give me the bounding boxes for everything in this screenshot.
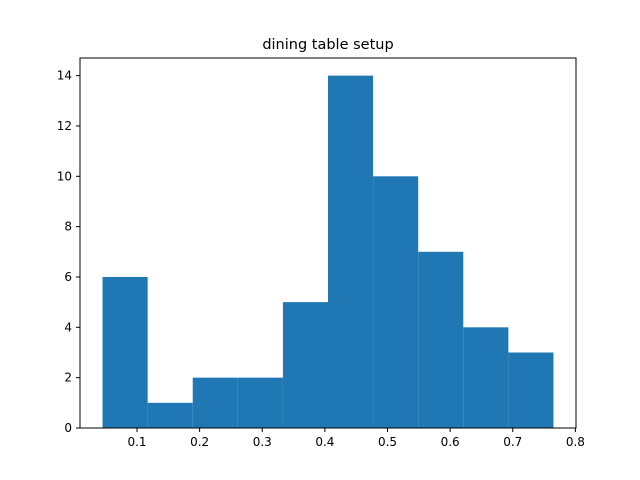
x-tick-label-7: 0.8: [566, 435, 585, 449]
y-tick-label-2: 4: [64, 320, 72, 334]
x-tick-label-1: 0.2: [190, 435, 209, 449]
y-tick-label-7: 14: [57, 69, 72, 83]
x-tick-label-6: 0.7: [503, 435, 522, 449]
x-tick-label-4: 0.5: [378, 435, 397, 449]
y-tick-label-5: 10: [57, 169, 72, 183]
x-tick-label-0: 0.1: [127, 435, 146, 449]
x-axis: 0.1 0.2 0.3 0.4 0.5 0.6 0.7 0.8: [127, 428, 585, 449]
histogram-bar-8: [463, 327, 509, 428]
y-axis: 0 2 4 6 8 10 12 14: [57, 69, 80, 435]
y-tick-label-4: 8: [64, 220, 72, 234]
y-tick-label-6: 12: [57, 119, 72, 133]
x-tick-label-3: 0.4: [315, 435, 334, 449]
y-tick-label-0: 0: [64, 421, 72, 435]
histogram-bar-7: [418, 251, 464, 428]
histogram-bar-9: [508, 352, 554, 428]
y-tick-label-1: 2: [64, 371, 72, 385]
x-tick-label-5: 0.6: [441, 435, 460, 449]
x-tick-label-2: 0.3: [253, 435, 272, 449]
histogram-bar-5: [328, 75, 374, 428]
plot-frame: [79, 57, 577, 429]
histogram-bar-1: [147, 402, 193, 428]
histogram-bar-2: [192, 377, 238, 428]
histogram-bar-6: [373, 176, 419, 428]
histogram-bar-0: [102, 276, 148, 428]
chart-title: dining table setup: [262, 37, 393, 53]
bars-group: [102, 75, 554, 428]
y-tick-label-3: 6: [64, 270, 72, 284]
histogram-bar-3: [237, 377, 283, 428]
histogram-bar-4: [282, 302, 328, 428]
